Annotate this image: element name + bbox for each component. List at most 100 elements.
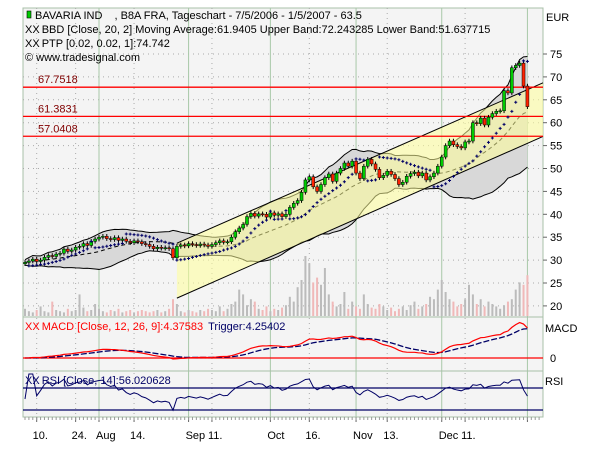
rsi-legend: RSI [Close, 14]:56.020628: [42, 375, 171, 387]
volume-bar: [144, 311, 147, 316]
volume-bar: [386, 310, 389, 316]
candle-body: [506, 90, 510, 94]
volume-bar: [249, 299, 252, 316]
volume-bar: [491, 304, 494, 316]
volume-bar: [78, 294, 81, 316]
bbd-marker[interactable]: XX: [25, 24, 40, 36]
ptp-marker[interactable]: XX: [25, 38, 40, 50]
y-tick-label: 75: [550, 49, 562, 61]
volume-bar: [265, 306, 268, 316]
candle-body: [132, 240, 136, 243]
sar-point: [229, 246, 233, 250]
chart-details: , B8A FRA, Tageschart - 7/5/2006 - 1/5/2…: [114, 10, 361, 22]
candle-body: [190, 243, 195, 245]
y-tick-label: 25: [550, 278, 562, 290]
candle-body: [101, 236, 105, 238]
sar-point: [393, 157, 397, 161]
sar-point: [502, 122, 506, 126]
volume-bar: [320, 284, 322, 316]
volume-bar: [94, 304, 97, 316]
sar-point: [455, 171, 459, 175]
candle-body: [420, 172, 425, 177]
candle-body: [490, 113, 495, 118]
candle-body: [241, 224, 245, 229]
volume-bar: [86, 311, 89, 316]
candle-body: [315, 186, 319, 192]
sar-point: [237, 242, 241, 246]
volume-bar: [98, 308, 100, 316]
sar-point: [401, 159, 405, 163]
volume-bar: [440, 280, 443, 316]
volume-bar: [246, 305, 248, 316]
sar-point: [366, 179, 370, 183]
candle-body: [66, 248, 70, 252]
candle-body: [517, 62, 522, 66]
sar-point: [245, 236, 249, 240]
candle-body: [143, 243, 148, 245]
volume-bar: [413, 301, 416, 316]
volume-bar: [366, 304, 369, 316]
y-tick-label: 50: [550, 164, 562, 176]
sar-point: [105, 244, 109, 248]
volume-bar: [222, 311, 225, 316]
volume-bar: [300, 280, 303, 316]
volume-bar: [397, 308, 400, 316]
x-tick-label: 13.: [383, 430, 398, 442]
volume-bar: [121, 312, 124, 316]
sar-point: [183, 257, 187, 261]
volume-bar: [191, 311, 194, 316]
candle-body: [140, 241, 144, 244]
level-label: 67.7518: [38, 74, 78, 86]
volume-bar: [425, 304, 428, 316]
volume-bar: [109, 310, 112, 316]
candle-body: [50, 255, 55, 257]
sar-point: [397, 158, 401, 162]
sar-point: [272, 217, 276, 221]
volume-bar: [27, 311, 30, 316]
y-tick-label: 70: [550, 72, 562, 84]
sar-point: [35, 263, 39, 267]
candle-body: [97, 236, 101, 240]
volume-bar: [390, 307, 393, 316]
rsi-marker[interactable]: XX: [25, 375, 40, 387]
volume-bar: [199, 310, 202, 316]
candle-body: [217, 240, 222, 243]
candle-body: [494, 111, 499, 114]
volume-bar: [195, 312, 198, 316]
sar-point: [506, 115, 510, 119]
volume-bar: [234, 301, 237, 316]
x-tick-label: 11.: [208, 430, 222, 442]
candle-body: [182, 244, 187, 247]
sar-point: [202, 253, 206, 257]
volume-bar: [253, 301, 256, 316]
sar-point: [39, 263, 43, 267]
volume-bar: [351, 301, 354, 316]
candle-body: [291, 203, 296, 208]
volume-bar: [24, 308, 26, 316]
candle-body: [93, 238, 97, 242]
candle-body: [385, 170, 389, 176]
candle-body: [334, 172, 339, 182]
sar-point: [93, 246, 97, 250]
sar-point: [467, 161, 471, 165]
candle-body: [513, 65, 518, 68]
volume-bar: [187, 310, 190, 316]
y-tick-label: 30: [550, 255, 562, 267]
volume-bar: [432, 299, 435, 316]
sar-point: [70, 253, 74, 257]
channel-upper-line: [176, 82, 544, 244]
macd-marker[interactable]: XX: [25, 321, 40, 333]
volume-bar: [207, 308, 210, 316]
x-tick-label: 14.: [130, 430, 145, 442]
macd-panel: [23, 321, 543, 360]
bbd-legend-line: XX BBD [Close, 20, 2] Moving Average:61.9…: [25, 24, 490, 36]
volume-bar: [479, 299, 482, 316]
sar-point: [525, 59, 529, 63]
volume-bar: [409, 305, 412, 316]
sar-point: [374, 178, 378, 182]
volume-bar: [327, 294, 330, 316]
sar-point: [187, 256, 191, 260]
sar-point: [342, 180, 346, 184]
sar-point: [420, 166, 424, 170]
candle-body: [307, 176, 312, 181]
